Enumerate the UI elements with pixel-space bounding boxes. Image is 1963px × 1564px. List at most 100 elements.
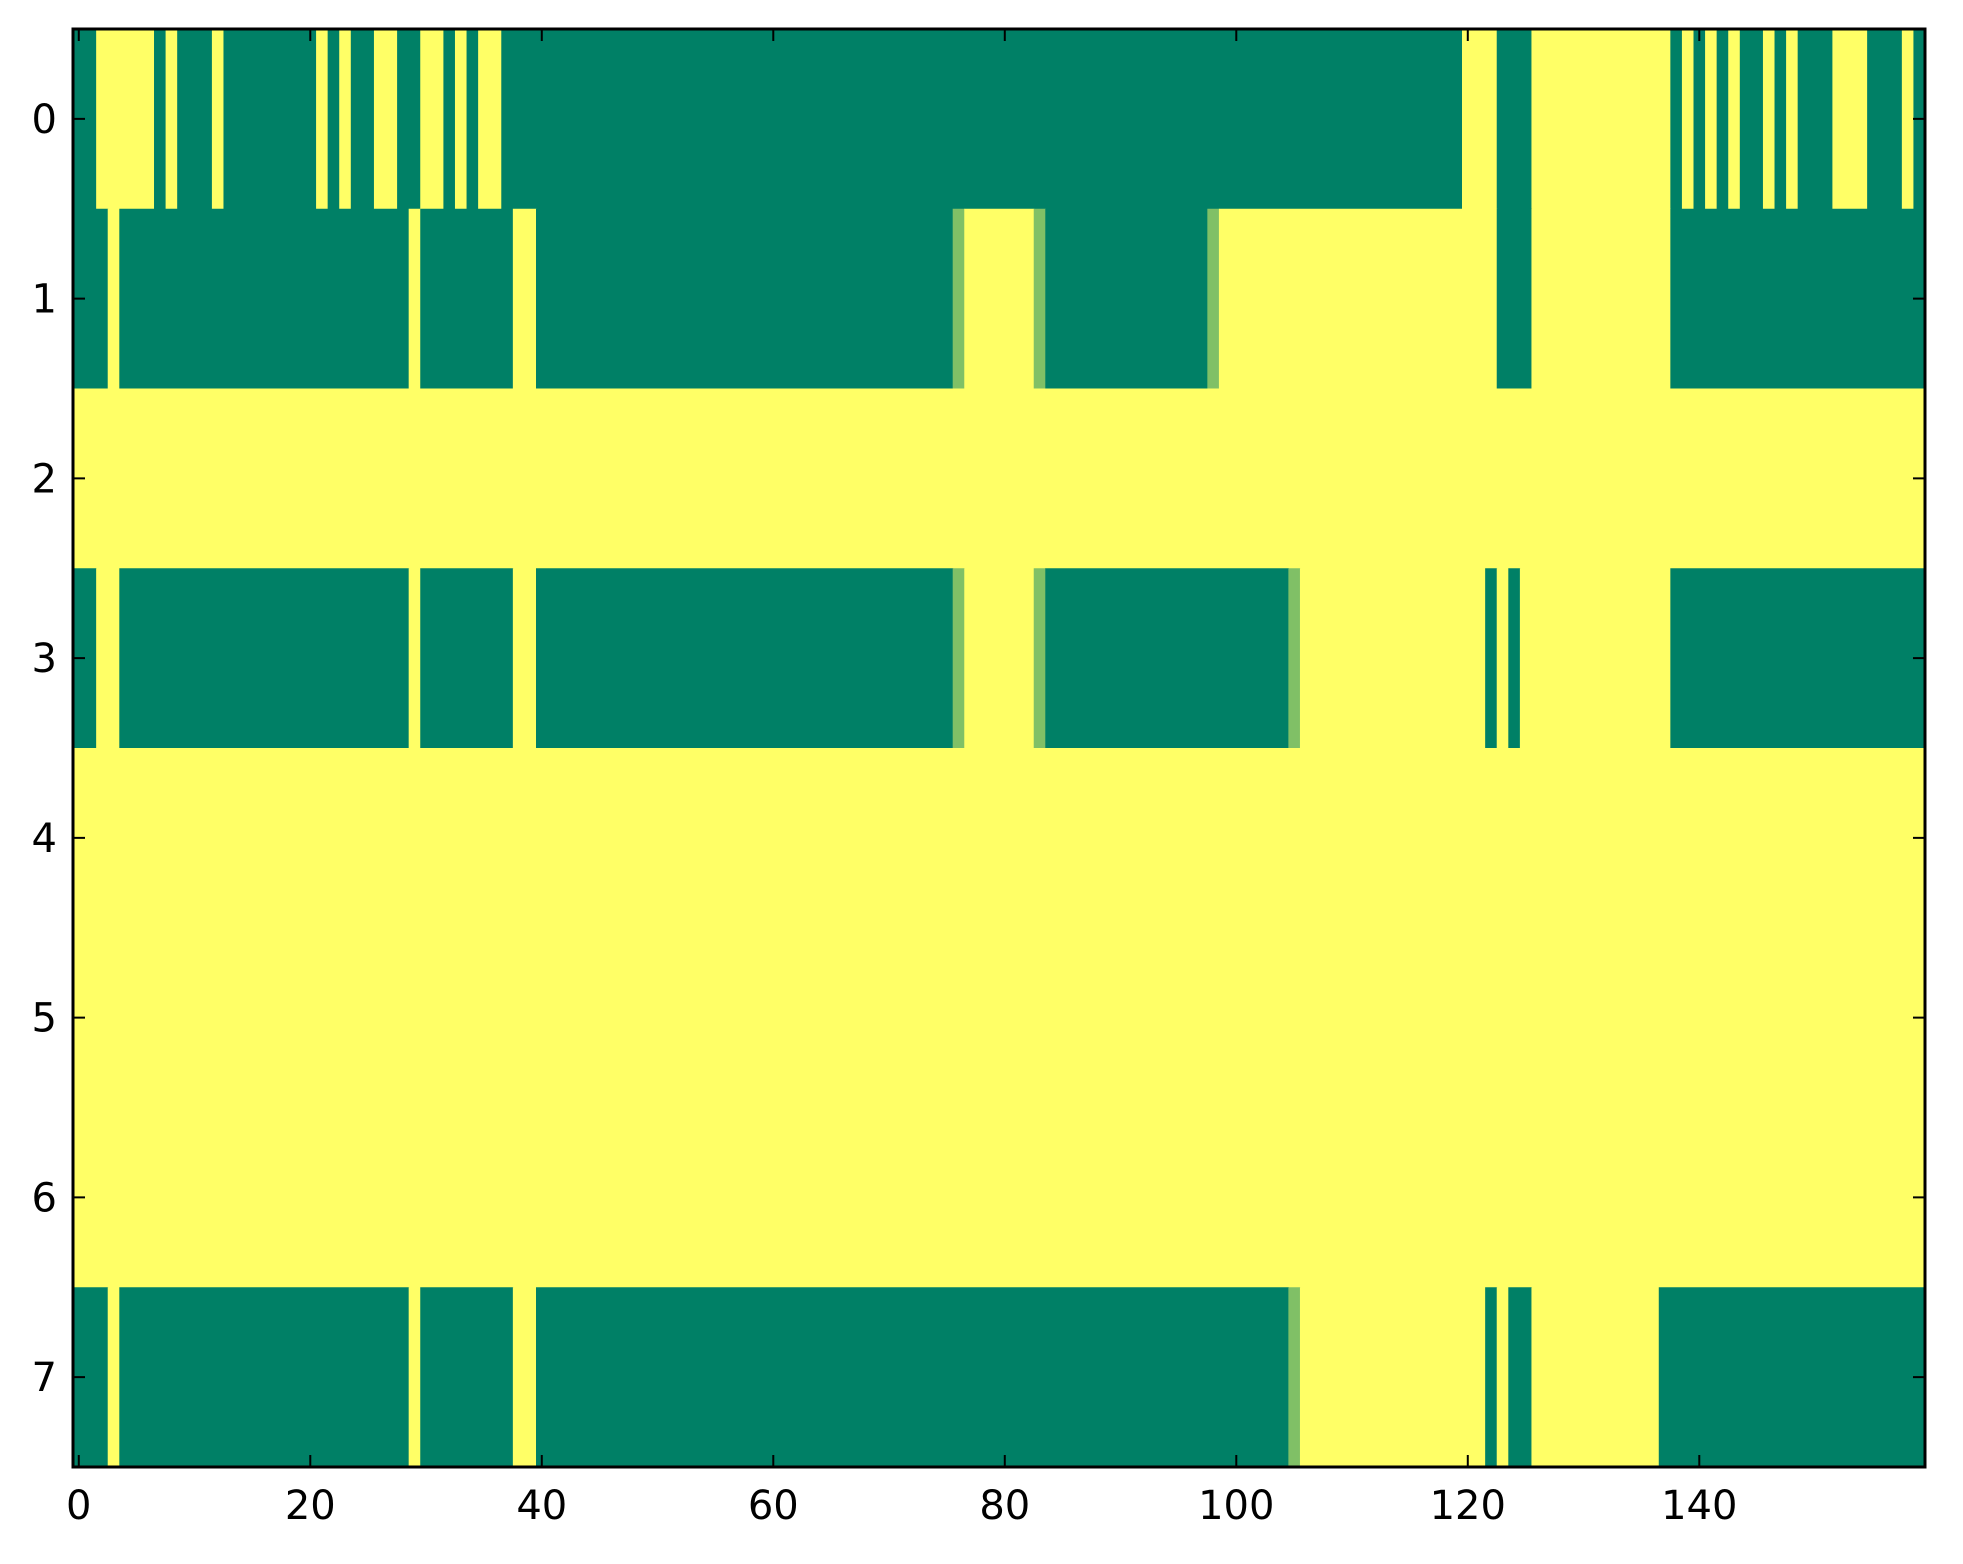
- heatmap-cell-run: [952, 208, 965, 390]
- heatmap-cell-run: [107, 1287, 120, 1468]
- heatmap-cell-run: [1033, 208, 1046, 390]
- heatmap-cell-run: [1762, 29, 1776, 210]
- heatmap-cell-run: [397, 29, 421, 210]
- heatmap-cell-run: [1832, 29, 1868, 210]
- y-tick-label: 6: [32, 1175, 57, 1221]
- heatmap-cell-run: [536, 208, 954, 390]
- heatmap-cell-run: [1867, 29, 1903, 210]
- x-tick-label: 60: [748, 1483, 799, 1529]
- heatmap-cell-run: [443, 29, 456, 210]
- heatmap-cell-run: [1207, 208, 1220, 390]
- heatmap-cell-run: [420, 208, 514, 390]
- heatmap-cell-run: [536, 1287, 1289, 1468]
- heatmap-cell-run: [177, 29, 213, 210]
- x-tick-label: 40: [516, 1483, 567, 1529]
- heatmap-cell-run: [316, 29, 329, 210]
- x-tick-label: 20: [285, 1483, 336, 1529]
- heatmap-cell-run: [420, 1287, 514, 1468]
- heatmap-cell-run: [1716, 29, 1729, 210]
- heatmap-cell-run: [1045, 568, 1289, 749]
- x-tick-label: 120: [1430, 1483, 1506, 1529]
- y-tick-label: 0: [32, 97, 57, 143]
- heatmap-cell-run: [119, 1287, 410, 1468]
- heatmap-cell-run: [1531, 208, 1671, 390]
- x-axis-tick-labels: 0 20 40 60 80 100 120 140: [66, 1483, 1737, 1529]
- heatmap-cell-run: [1681, 29, 1695, 210]
- y-tick-label: 3: [32, 636, 57, 682]
- heatmap-cell-run: [1496, 568, 1509, 749]
- y-tick-label: 7: [32, 1355, 57, 1401]
- heatmap-cell-run: [952, 568, 965, 749]
- heatmap-cell-run: [1485, 1287, 1498, 1468]
- heatmap-cell-run: [96, 568, 120, 749]
- x-tick-label: 80: [979, 1483, 1030, 1529]
- heatmap-cell-run: [1531, 1287, 1660, 1468]
- heatmap-cell-run: [373, 29, 398, 210]
- heatmap-cell-run: [1508, 1287, 1533, 1468]
- heatmap-cell-run: [107, 208, 120, 390]
- heatmap-cell-run: [73, 748, 1926, 929]
- heatmap-cell-run: [154, 29, 167, 210]
- heatmap-cell-run: [512, 208, 537, 390]
- heatmap-cell-run: [339, 29, 352, 210]
- heatmap-cell-run: [1531, 29, 1671, 210]
- y-tick-label: 1: [32, 277, 57, 323]
- heatmap-cells: [73, 29, 1926, 1468]
- heatmap-cell-run: [165, 29, 178, 210]
- heatmap-cell-run: [964, 208, 1035, 390]
- x-tick-label: 0: [66, 1483, 91, 1529]
- heatmap-cell-run: [536, 568, 954, 749]
- heatmap-cell-run: [73, 1107, 1926, 1288]
- heatmap-cell-run: [1496, 208, 1533, 390]
- heatmap-cell-run: [1299, 568, 1486, 749]
- heatmap-cell-run: [1496, 1287, 1509, 1468]
- axis-ticks: [73, 29, 1925, 1467]
- heatmap-cell-run: [1739, 29, 1764, 210]
- heatmap-cell-run: [119, 568, 410, 749]
- heatmap-cell-run: [964, 568, 1035, 749]
- heatmap-cell-run: [1033, 568, 1046, 749]
- heatmap-cell-run: [1496, 29, 1533, 210]
- heatmap-cell-run: [1508, 568, 1521, 749]
- heatmap-cell-run: [420, 29, 444, 210]
- heatmap-cell-run: [420, 568, 514, 749]
- heatmap-cell-run: [350, 29, 375, 210]
- heatmap-cell-run: [1670, 29, 1683, 210]
- heatmap-cell-run: [96, 29, 155, 210]
- heatmap-cell-run: [512, 568, 537, 749]
- heatmap-cell-run: [512, 1287, 537, 1468]
- heatmap-cell-run: [1774, 29, 1787, 210]
- heatmap-cell-run: [1901, 29, 1915, 210]
- heatmap-cell-run: [466, 29, 479, 210]
- y-tick-label: 2: [32, 456, 57, 502]
- heatmap-cell-run: [1288, 568, 1301, 749]
- heatmap-cell-run: [478, 29, 502, 210]
- heatmap-cell-run: [408, 568, 421, 749]
- heatmap-cell-run: [501, 29, 537, 210]
- plot-frame: [71, 27, 1927, 1469]
- heatmap-cell-run: [1705, 29, 1718, 210]
- heatmap-cell-run: [454, 29, 468, 210]
- heatmap-cell-run: [119, 208, 410, 390]
- heatmap-cell-run: [1299, 1287, 1486, 1468]
- heatmap-cell-run: [1728, 29, 1741, 210]
- y-tick-label: 5: [32, 996, 57, 1042]
- y-tick-label: 4: [32, 816, 57, 862]
- heatmap-cell-run: [1462, 29, 1498, 210]
- heatmap-cell-run: [1693, 29, 1706, 210]
- heatmap-cell-run: [1670, 208, 1926, 390]
- x-tick-label: 100: [1198, 1483, 1274, 1529]
- heatmap-cell-run: [1658, 1287, 1926, 1468]
- heatmap-cell-run: [1288, 1287, 1301, 1468]
- heatmap-cell-run: [73, 388, 1926, 569]
- heatmap-cell-run: [1485, 568, 1498, 749]
- heatmap-cell-run: [1519, 568, 1671, 749]
- heatmap-cell-run: [536, 29, 1463, 210]
- heatmap-cell-run: [223, 29, 317, 210]
- heatmap-cell-run: [1045, 208, 1208, 390]
- heatmap-cell-run: [211, 29, 225, 210]
- x-tick-label: 140: [1661, 1483, 1737, 1529]
- heatmap-cell-run: [1786, 29, 1799, 210]
